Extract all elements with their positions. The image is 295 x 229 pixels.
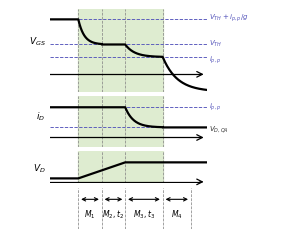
Bar bbox=[78, 151, 163, 183]
Text: $M_1$: $M_1$ bbox=[84, 208, 96, 221]
Bar bbox=[78, 9, 163, 92]
Text: $i_{p,p}$: $i_{p,p}$ bbox=[209, 55, 221, 66]
Text: $i_{p,p}$: $i_{p,p}$ bbox=[209, 101, 221, 112]
Text: $M_4$: $M_4$ bbox=[171, 208, 183, 221]
Text: $M_3, t_3$: $M_3, t_3$ bbox=[133, 208, 155, 221]
Bar bbox=[78, 96, 163, 147]
Text: $V_{TH}$: $V_{TH}$ bbox=[209, 39, 222, 49]
Text: $V_{GS}$: $V_{GS}$ bbox=[29, 35, 45, 48]
Text: $V_{D,QA}$: $V_{D,QA}$ bbox=[209, 125, 229, 135]
Text: $V_{TH}+i_{p,p}/g$: $V_{TH}+i_{p,p}/g$ bbox=[209, 13, 248, 24]
Text: $i_D$: $i_D$ bbox=[36, 110, 45, 123]
Text: $M_2, t_2$: $M_2, t_2$ bbox=[102, 208, 124, 221]
Text: $V_D$: $V_D$ bbox=[33, 162, 45, 175]
